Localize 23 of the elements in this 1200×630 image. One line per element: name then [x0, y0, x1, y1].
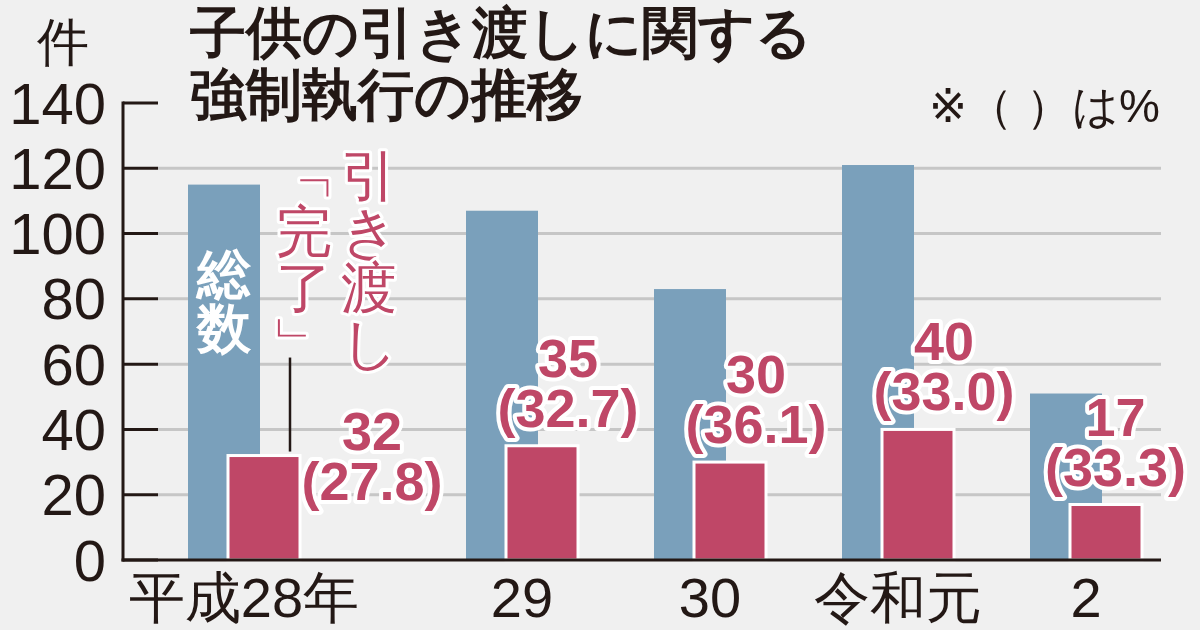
y-tick-label: 0 — [73, 527, 106, 593]
bar — [880, 427, 956, 562]
text: 引き渡し「完了」 — [270, 143, 398, 375]
y-tick-label: 120 — [9, 135, 106, 201]
data-label: 32 (27.8) — [301, 400, 443, 511]
y-tick-label: 40 — [41, 396, 106, 462]
x-tick-label: 平成28年 — [128, 566, 360, 629]
x-tick-label: 30 — [678, 566, 742, 629]
bar — [692, 460, 768, 562]
y-tick-label: 20 — [41, 462, 106, 528]
x-tick-label: 令和元 — [814, 566, 982, 629]
x-tick-label: 29 — [490, 566, 554, 629]
y-tick-label: 140 — [9, 70, 106, 136]
y-tick-label: 80 — [41, 266, 106, 332]
annotation: ※（ ）は% — [928, 80, 1160, 132]
bar — [1068, 503, 1144, 562]
x-tick-label: 2 — [1070, 566, 1102, 629]
bar — [504, 444, 580, 562]
y-axis-title: 件 — [37, 13, 89, 71]
y-tick-label: 60 — [41, 331, 106, 397]
series-label: 総数 — [195, 244, 252, 359]
y-tick-label: 100 — [9, 201, 106, 267]
chart-title: 子供の引き渡しに関する強制執行の推移 — [189, 1, 812, 126]
